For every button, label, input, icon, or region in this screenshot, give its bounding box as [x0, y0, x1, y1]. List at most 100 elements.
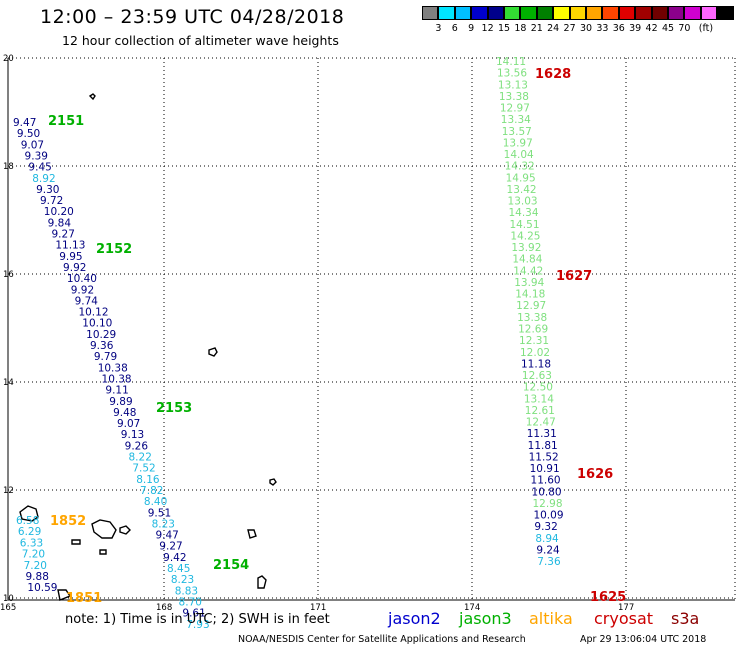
wave-height-value: 8.40 — [144, 496, 167, 508]
wave-height-value: 10.80 — [532, 486, 562, 498]
credit-line: NOAA/NESDIS Center for Satellite Applica… — [238, 634, 526, 645]
island-outline — [99, 549, 107, 555]
wave-height-value: 9.07 — [117, 418, 140, 430]
scale-swatch — [684, 6, 701, 20]
wave-height-value: 9.74 — [75, 295, 99, 307]
scale-label: 21 — [530, 23, 543, 34]
wave-height-value: 12.63 — [522, 370, 552, 382]
wave-height-value: 13.97 — [503, 137, 533, 149]
longitude-label: 168 — [156, 603, 172, 613]
latitude-label: 12 — [3, 486, 14, 496]
wave-height-value: 12.47 — [526, 417, 556, 429]
wave-height-value: 6.58 — [16, 515, 39, 527]
pass-number-label: 1627 — [556, 269, 592, 284]
wave-height-value: 9.51 — [148, 507, 171, 519]
wave-height-value: 9.26 — [125, 440, 149, 452]
wave-height-value: 12.97 — [516, 300, 546, 312]
wave-height-value: 10.38 — [98, 362, 128, 374]
wave-height-value: 12.98 — [532, 498, 562, 510]
wave-height-value: 9.45 — [28, 162, 51, 174]
wave-height-value: 8.23 — [171, 574, 194, 586]
wave-height-value: 8.70 — [179, 596, 202, 608]
island-outline — [269, 478, 277, 486]
island-outline — [88, 93, 96, 101]
scale-swatch — [536, 6, 554, 20]
pass-labels: 2151 2152 2153 2154 1852 1851 1628 1627 1626 1625 — [48, 67, 626, 606]
scale-label: 70 — [678, 23, 691, 34]
wave-height-value: 11.52 — [529, 451, 559, 463]
scale-swatch — [651, 6, 668, 20]
wave-height-value: 13.34 — [501, 114, 531, 126]
wave-height-value: 14.25 — [510, 230, 540, 242]
wave-height-value: 13.94 — [514, 277, 544, 289]
wave-height-value: 9.32 — [534, 521, 557, 533]
wave-height-value: 9.79 — [94, 351, 117, 363]
land-masses — [19, 93, 277, 601]
pass-number-label: 2154 — [213, 558, 249, 573]
legend-jason2: jason2 — [388, 609, 441, 628]
island-outline — [91, 519, 117, 539]
wave-height-value: 9.07 — [21, 139, 44, 151]
scale-unit: (ft) — [698, 23, 714, 34]
scale-label: 12 — [481, 23, 494, 34]
wave-height-observations: 9.479.509.079.399.458.929.309.7210.209.8… — [13, 56, 564, 631]
wave-height-value: 12.97 — [500, 103, 530, 115]
wave-height-value: 8.23 — [152, 518, 175, 530]
wave-height-value: 10.12 — [78, 307, 108, 319]
wave-height-value: 12.31 — [519, 335, 549, 347]
wave-height-value: 6.33 — [20, 537, 43, 549]
scale-swatch — [504, 6, 521, 20]
wave-height-value: 10.38 — [102, 373, 132, 385]
legend-s3a: s3a — [671, 609, 700, 628]
scale-swatch — [438, 6, 455, 20]
wave-height-value: 11.60 — [531, 475, 561, 487]
scale-label: 39 — [629, 23, 642, 34]
wave-height-value: 7.93 — [186, 619, 209, 631]
pass-number-label: 1852 — [50, 514, 86, 529]
longitude-label: 177 — [618, 603, 634, 613]
scale-label: 3 — [435, 23, 442, 34]
latitude-label: 18 — [3, 162, 14, 172]
island-outline — [19, 505, 39, 522]
scale-swatch — [553, 6, 570, 20]
generated-timestamp: Apr 29 13:06:04 UTC 2018 — [580, 634, 707, 645]
wave-height-value: 14.84 — [512, 254, 542, 266]
wave-height-value: 7.36 — [537, 556, 561, 568]
wave-height-value: 11.18 — [521, 358, 551, 370]
wave-height-value: 9.50 — [17, 128, 40, 140]
island-outline — [208, 347, 218, 357]
scale-swatch — [602, 6, 619, 20]
wave-height-value: 14.42 — [513, 265, 543, 277]
wave-height-value: 14.11 — [496, 56, 526, 68]
wave-height-value: 14.95 — [506, 172, 536, 184]
map-title: 12:00 – 23:59 UTC 04/28/2018 — [40, 6, 345, 28]
wave-height-value: 7.20 — [22, 549, 45, 561]
wave-height-value: 13.14 — [524, 393, 554, 405]
wave-height-value: 11.13 — [55, 240, 85, 252]
longitude-label: 171 — [310, 603, 326, 613]
wave-height-value: 9.95 — [59, 251, 82, 263]
wave-height-value: 14.34 — [508, 207, 538, 219]
scale-label: 15 — [497, 23, 511, 34]
scale-label: 33 — [596, 23, 609, 34]
pass-number-label: 2152 — [96, 242, 132, 257]
wave-height-value: 13.92 — [511, 242, 541, 254]
scale-label: 30 — [579, 23, 593, 34]
wave-height-value: 14.18 — [515, 289, 545, 301]
scale-label: 24 — [547, 23, 560, 34]
pass-number-label: 1626 — [577, 467, 613, 482]
scale-label: 45 — [661, 23, 675, 34]
scale-swatch — [520, 6, 537, 20]
wave-height-value: 9.47 — [13, 117, 36, 129]
wave-height-value: 7.20 — [24, 560, 47, 572]
wave-height-value: 9.13 — [121, 429, 144, 441]
wave-height-value: 8.22 — [129, 452, 152, 464]
wave-height-value: 14.04 — [504, 149, 534, 161]
wave-height-value: 8.94 — [535, 533, 559, 545]
wave-height-value: 9.42 — [163, 552, 186, 564]
wave-height-value: 9.72 — [40, 195, 63, 207]
wave-height-value: 11.81 — [528, 440, 558, 452]
wave-height-value: 10.29 — [86, 329, 116, 341]
wave-height-value: 9.84 — [48, 217, 72, 229]
